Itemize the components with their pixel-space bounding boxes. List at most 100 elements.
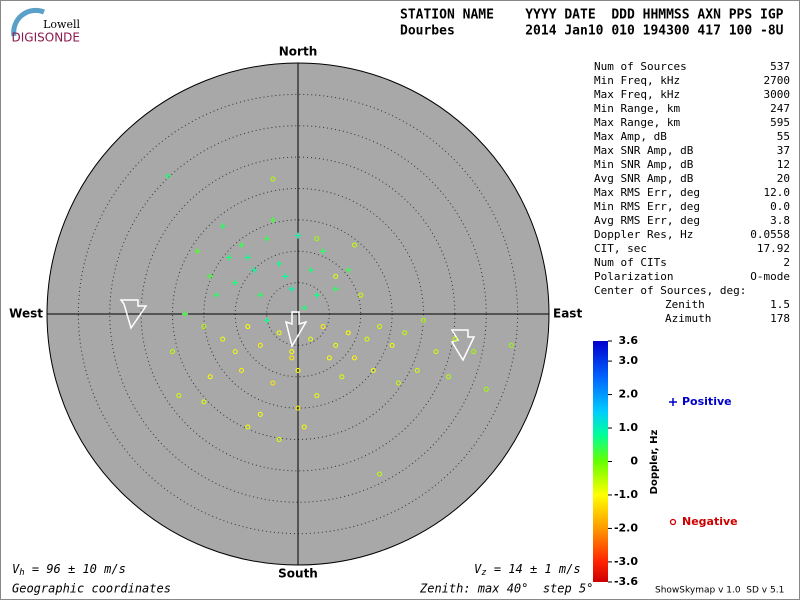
coords-label: Geographic coordinates xyxy=(12,582,171,596)
colorbar-tick-label: 3.6 xyxy=(619,334,639,347)
negative-point xyxy=(333,273,339,279)
positive-point xyxy=(219,223,226,230)
positive-point xyxy=(232,279,239,286)
negative-point xyxy=(314,393,320,399)
negative-point xyxy=(276,330,282,336)
positive-point xyxy=(244,254,251,261)
negative-point xyxy=(389,342,395,348)
east-label: East xyxy=(553,307,582,321)
negative-point xyxy=(351,355,357,361)
legend-marker xyxy=(669,398,677,406)
positive-point xyxy=(207,273,214,280)
stat-label: Max Range, km xyxy=(594,116,680,129)
stat-label: Max Freq, kHz xyxy=(594,88,680,101)
colorbar-label: Doppler, Hz xyxy=(649,430,660,495)
stat-label: Min RMS Err, deg xyxy=(594,200,700,213)
negative-point xyxy=(471,349,477,355)
positive-point xyxy=(276,260,283,267)
zenith-label: Zenith: max 40° step 5° xyxy=(419,582,593,596)
logo-swoosh xyxy=(11,7,45,37)
negative-point xyxy=(314,236,320,242)
negative-point xyxy=(326,355,332,361)
drift-arrow xyxy=(119,299,148,330)
stat-value: 17.92 xyxy=(757,242,790,255)
negative-point xyxy=(257,342,263,348)
negative-point xyxy=(351,242,357,248)
colorbar-tick-label: 3.0 xyxy=(619,354,639,367)
colorbar-tick-label: -3.0 xyxy=(614,555,638,568)
stat-label: Polarization xyxy=(594,270,673,283)
stat-value: 2700 xyxy=(764,74,791,87)
stat-label: Avg RMS Err, deg xyxy=(594,214,700,227)
positive-point xyxy=(288,285,295,292)
stat-value: 12.0 xyxy=(764,186,791,199)
legend-marker xyxy=(669,518,677,526)
negative-point xyxy=(333,342,339,348)
positive-point xyxy=(295,232,301,239)
positive-point xyxy=(165,172,172,179)
negative-point xyxy=(452,336,458,342)
header-line: Dourbes 2014 Jan10 010 194300 417 100 -8… xyxy=(400,24,784,39)
positive-point xyxy=(282,273,289,280)
stat-value: 3.8 xyxy=(770,214,790,227)
north-label: North xyxy=(279,45,317,59)
negative-point xyxy=(433,349,439,355)
stat-label: Max RMS Err, deg xyxy=(594,186,700,199)
negative-point xyxy=(270,380,276,386)
colorbar-tick-label: 1.0 xyxy=(619,421,639,434)
stat-label: Avg SNR Amp, dB xyxy=(594,172,694,185)
positive-point xyxy=(225,254,232,261)
negative-point xyxy=(245,324,251,330)
positive-point xyxy=(213,292,220,299)
negative-point xyxy=(201,399,207,405)
stat-value: 178 xyxy=(770,312,790,325)
colorbar-tick-label: 0 xyxy=(630,455,638,468)
legend-label: Negative xyxy=(682,515,738,528)
stat-label: Max Amp, dB xyxy=(594,130,667,143)
stat-value: 0.0 xyxy=(770,200,790,213)
positive-point xyxy=(194,248,201,255)
stat-value: 37 xyxy=(777,144,790,157)
center-title: Center of Sources, deg: xyxy=(594,284,746,297)
negative-point xyxy=(446,374,452,380)
negative-point xyxy=(370,367,376,373)
stat-value: 3000 xyxy=(764,88,791,101)
stat-label: Num of CITs xyxy=(594,256,667,269)
negative-point xyxy=(276,437,282,442)
negative-point xyxy=(295,367,301,373)
negative-point xyxy=(421,317,426,323)
negative-point xyxy=(395,380,401,386)
negative-point xyxy=(289,355,295,361)
stat-label: Max SNR Amp, dB xyxy=(594,144,694,157)
negative-point xyxy=(270,176,276,182)
positive-point xyxy=(301,304,308,311)
stat-value: 2 xyxy=(783,256,790,269)
positive-point xyxy=(269,216,276,223)
negative-point xyxy=(207,374,213,380)
logo-top: Lowell xyxy=(43,18,80,31)
positive-point xyxy=(263,317,270,324)
negative-point xyxy=(364,336,370,342)
stat-label: CIT, sec xyxy=(594,242,647,255)
colorbar-tick-label: -2.0 xyxy=(614,521,638,534)
south-label: South xyxy=(278,567,318,581)
stat-value: 1.5 xyxy=(770,298,790,311)
positive-point xyxy=(238,241,245,248)
negative-point xyxy=(257,411,263,417)
positive-point xyxy=(257,292,264,299)
stat-label: Min Range, km xyxy=(594,102,680,115)
negative-point xyxy=(232,349,238,355)
stat-label: Num of Sources xyxy=(594,60,687,73)
header-line: STATION NAME YYYY DATE DDD HHMMSS AXN PP… xyxy=(400,8,784,23)
negative-point xyxy=(220,336,226,342)
stat-value: 595 xyxy=(770,116,790,129)
drift-arrow xyxy=(284,311,308,348)
negative-point xyxy=(377,324,383,330)
positive-point xyxy=(345,267,352,274)
colorbar xyxy=(593,341,608,582)
stat-label: Zenith xyxy=(665,298,705,311)
negative-point xyxy=(320,324,326,330)
positive-point xyxy=(251,267,258,274)
negative-point xyxy=(201,324,207,330)
